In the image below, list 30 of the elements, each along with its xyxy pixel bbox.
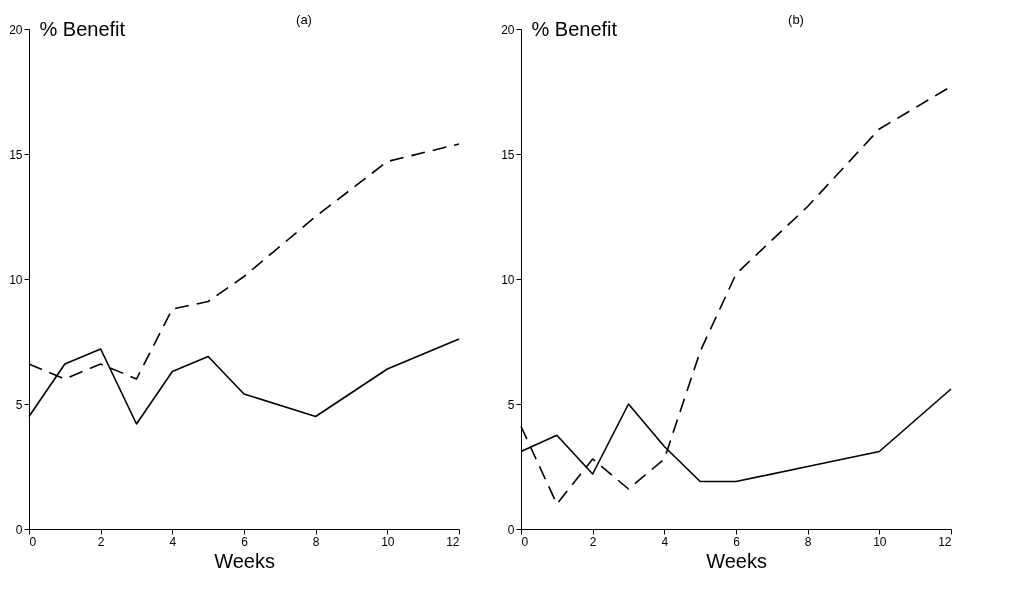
y-tick-label: 15: [9, 147, 23, 162]
chart-title: (b): [788, 12, 804, 27]
x-tick-label: 0: [29, 534, 37, 549]
x-axis-title: Weeks: [706, 549, 767, 572]
y-axis-title: % Benefit: [531, 17, 618, 40]
x-tick-label: 10: [381, 534, 395, 549]
y-tick-label: 5: [15, 397, 23, 412]
y-tick-label: 20: [9, 22, 23, 37]
y-tick-label: 0: [15, 522, 23, 537]
x-axis-title: Weeks: [214, 549, 275, 572]
x-tick-label: 4: [661, 534, 669, 549]
x-tick-label: 2: [97, 534, 105, 549]
x-tick-label: 8: [804, 534, 812, 549]
y-tick-label: 10: [501, 272, 515, 287]
chart-title: (a): [296, 12, 312, 27]
y-tick-label: 5: [507, 397, 515, 412]
y-tick-label: 0: [507, 522, 515, 537]
x-tick-label: 0: [521, 534, 529, 549]
x-tick-label: 4: [169, 534, 177, 549]
x-tick-label: 8: [312, 534, 320, 549]
y-tick-label: 15: [501, 147, 515, 162]
x-tick-label: 12: [938, 534, 952, 549]
x-tick-label: 6: [241, 534, 249, 549]
x-tick-label: 12: [446, 534, 460, 549]
x-tick-label: 2: [589, 534, 597, 549]
x-tick-label: 6: [733, 534, 741, 549]
y-tick-label: 20: [501, 22, 515, 37]
x-tick-label: 10: [873, 534, 887, 549]
y-axis-title: % Benefit: [39, 17, 126, 40]
y-tick-label: 10: [9, 272, 23, 287]
